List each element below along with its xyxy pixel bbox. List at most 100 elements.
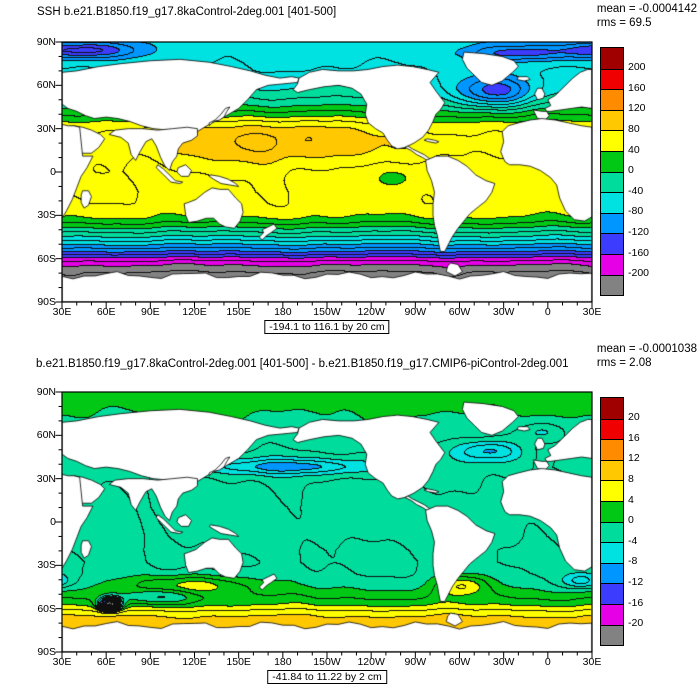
colorbar-label: -160 — [628, 246, 650, 259]
y-tick-label: 90S — [37, 296, 56, 308]
colorbar-swatch — [601, 500, 623, 522]
x-tick-label: 150W — [313, 306, 341, 318]
x-tick-label: 60W — [448, 306, 471, 318]
y-tick-label: 30S — [37, 559, 56, 572]
colorbar-swatch — [601, 439, 623, 460]
y-tick-label: 90S — [37, 646, 56, 658]
colorbar-label: 16 — [628, 431, 640, 444]
colorbar-label: 200 — [628, 61, 646, 74]
range-caption: -41.84 to 11.22 by 2 cm — [267, 670, 387, 684]
colorbar-label: 160 — [628, 81, 646, 94]
x-tick-label: 30W — [492, 656, 515, 668]
colorbar-label: 0 — [628, 164, 634, 177]
y-tick-label: 60N — [36, 429, 56, 442]
colorbar-label: -8 — [628, 555, 638, 568]
x-tick-label: 30E — [582, 656, 602, 668]
x-tick-label: 120E — [182, 306, 207, 318]
x-tick-label: 60W — [448, 656, 471, 668]
y-tick-label: 90N — [36, 386, 56, 398]
colorbar-label: 0 — [628, 514, 634, 527]
x-tick-label: 150W — [313, 656, 341, 668]
x-tick-label: 150E — [226, 306, 251, 318]
ssh-map-canvas — [62, 42, 592, 302]
colorbar-swatch — [601, 171, 623, 193]
y-tick-label: 30N — [36, 122, 56, 135]
y-tick-label: 0 — [50, 516, 56, 528]
y-tick-label: 60N — [36, 79, 56, 92]
x-tick-label: 90W — [404, 306, 427, 318]
colorbar — [600, 47, 624, 297]
colorbar-swatch — [601, 130, 623, 151]
colorbar-swatch — [601, 562, 623, 584]
colorbar-label: 40 — [628, 143, 640, 156]
stats-block: mean = -0.0001038 rms = 2.08 — [597, 342, 697, 370]
colorbar-swatch — [601, 624, 623, 646]
colorbar-label: 8 — [628, 472, 634, 485]
colorbar-swatch — [601, 603, 623, 625]
colorbar-swatch — [601, 480, 623, 501]
x-tick-label: 60E — [96, 306, 116, 318]
colorbar-label: -20 — [628, 617, 644, 630]
y-tick-label: 60S — [37, 252, 56, 265]
mean-label: mean = -0.0004142 — [596, 3, 697, 15]
x-tick-label: 30E — [52, 306, 72, 318]
y-tick-label: 60S — [37, 602, 56, 615]
colorbar-swatch — [601, 274, 623, 296]
colorbar-label: -200 — [628, 267, 650, 280]
ssh-diff-panel: b.e21.B1850.f19_g17.8kaControl-2deg.001 … — [0, 343, 700, 700]
colorbar-swatch — [601, 109, 623, 131]
x-tick-label: 30E — [582, 306, 602, 318]
colorbar — [600, 397, 624, 647]
colorbar-swatch — [601, 48, 623, 69]
colorbar-swatch — [601, 212, 623, 234]
x-tick-label: 150E — [226, 656, 251, 668]
colorbar-label: 80 — [628, 122, 640, 135]
range-caption: -194.1 to 116.1 by 20 cm — [264, 320, 390, 334]
y-tick-label: 30S — [37, 209, 56, 222]
x-tick-label: 90W — [404, 656, 427, 668]
colorbar-label: -16 — [628, 596, 644, 609]
colorbar-swatch — [601, 89, 623, 110]
x-tick-label: 180 — [274, 656, 292, 668]
colorbar-swatch — [601, 459, 623, 481]
colorbar-swatch — [601, 521, 623, 543]
colorbar-swatch — [601, 398, 623, 419]
y-tick-label: 30N — [36, 472, 56, 485]
x-tick-label: 30E — [52, 656, 72, 668]
colorbar-swatch — [601, 150, 623, 172]
rms-label: rms = 69.5 — [596, 17, 652, 29]
panel-title: b.e21.B1850.f19_g17.8kaControl-2deg.001 … — [36, 358, 569, 370]
colorbar-label: -120 — [628, 225, 650, 238]
x-tick-label: 120W — [357, 656, 385, 668]
colorbar-label: -4 — [628, 534, 638, 547]
x-tick-label: 180 — [274, 306, 292, 318]
colorbar-label: 120 — [628, 102, 646, 115]
ssh-panel: SSH b.e21.B1850.f19_g17.8kaControl-2deg.… — [36, 2, 697, 334]
mean-label: mean = -0.0001038 — [596, 343, 697, 355]
colorbar-swatch — [601, 68, 623, 90]
colorbar-label: 12 — [628, 452, 640, 465]
x-tick-label: 90E — [140, 306, 160, 318]
ssh-diff-map-canvas — [62, 392, 592, 652]
x-tick-label: 90E — [140, 656, 160, 668]
colorbar-swatch — [601, 542, 623, 563]
colorbar-swatch — [601, 233, 623, 254]
stats-block: mean = -0.0004142 rms = 69.5 — [597, 2, 697, 30]
y-tick-label: 90N — [36, 36, 56, 48]
x-tick-label: 120W — [357, 306, 385, 318]
colorbar-label: -40 — [628, 184, 644, 197]
y-tick-label: 0 — [50, 166, 56, 178]
x-tick-label: 0 — [544, 656, 551, 668]
colorbar-swatch — [601, 253, 623, 275]
panel-title: SSH b.e21.B1850.f19_g17.8kaControl-2deg.… — [37, 6, 337, 18]
colorbar-swatch — [601, 583, 623, 604]
colorbar-label: -12 — [628, 575, 644, 588]
colorbar-swatch — [601, 418, 623, 440]
colorbar-label: -80 — [628, 205, 644, 218]
colorbar-swatch — [601, 192, 623, 213]
colorbar-label: 20 — [628, 411, 640, 424]
rms-label: rms = 2.08 — [596, 357, 652, 369]
colorbar-label: 4 — [628, 493, 634, 506]
x-tick-label: 60E — [96, 656, 116, 668]
